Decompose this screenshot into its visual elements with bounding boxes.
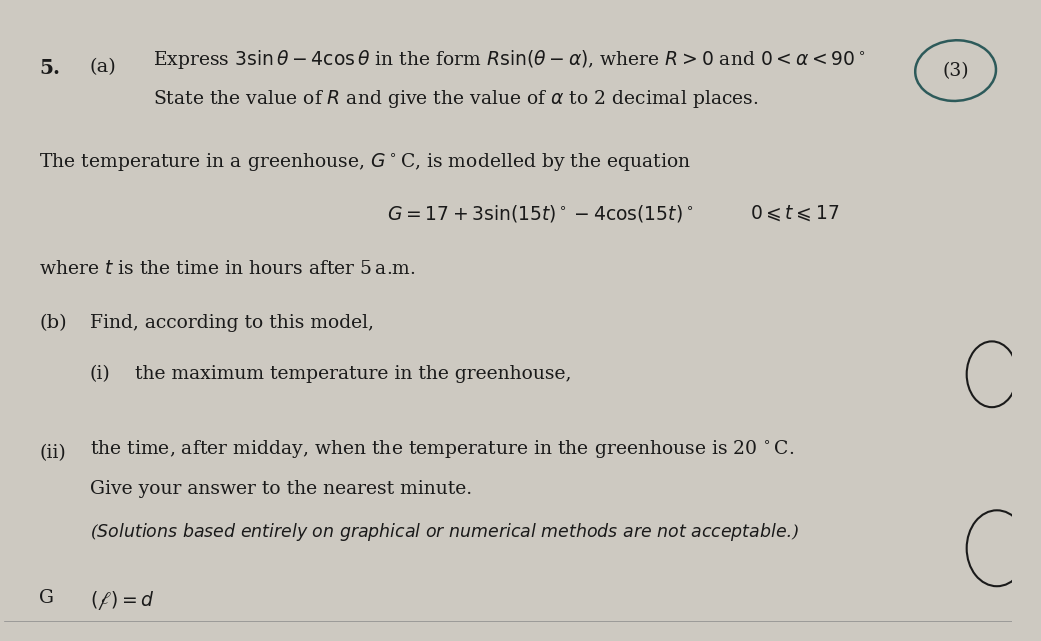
Text: where $t$ is the time in hours after 5$\,$a.m.: where $t$ is the time in hours after 5$\… xyxy=(40,260,416,278)
Text: (a): (a) xyxy=(90,58,117,76)
Text: 5.: 5. xyxy=(40,58,60,78)
Text: (ii): (ii) xyxy=(40,444,67,462)
Text: the time, after midday, when the temperature in the greenhouse is 20$\,^\circ$C.: the time, after midday, when the tempera… xyxy=(90,438,794,460)
Text: (b): (b) xyxy=(40,314,67,332)
Text: State the value of $R$ and give the value of $\alpha$ to 2 decimal places.: State the value of $R$ and give the valu… xyxy=(153,88,759,110)
Text: G: G xyxy=(40,589,54,608)
Text: Give your answer to the nearest minute.: Give your answer to the nearest minute. xyxy=(90,480,472,498)
Text: the maximum temperature in the greenhouse,: the maximum temperature in the greenhous… xyxy=(135,365,572,383)
Text: (3): (3) xyxy=(942,62,969,79)
Text: The temperature in a greenhouse, $G^\circ$C, is modelled by the equation: The temperature in a greenhouse, $G^\cir… xyxy=(40,151,691,173)
Text: ($Solutions$ $based$ $entirely$ $on$ $graphical$ $or$ $numerical$ $methods$ $are: ($Solutions$ $based$ $entirely$ $on$ $gr… xyxy=(90,521,801,543)
Text: Express $3\sin\theta - 4\cos\theta$ in the form $R\sin(\theta - \alpha)$, where : Express $3\sin\theta - 4\cos\theta$ in t… xyxy=(153,49,865,71)
Text: (i): (i) xyxy=(90,365,110,383)
Text: $G = 17 + 3\sin(15t)^\circ - 4\cos(15t)^\circ$: $G = 17 + 3\sin(15t)^\circ - 4\cos(15t)^… xyxy=(387,203,693,224)
Text: $0 \leqslant t \leqslant 17$: $0 \leqslant t \leqslant 17$ xyxy=(750,203,839,223)
Text: Find, according to this model,: Find, according to this model, xyxy=(90,314,374,332)
Text: $(\mathscr{f}) = d$: $(\mathscr{f}) = d$ xyxy=(90,589,154,612)
